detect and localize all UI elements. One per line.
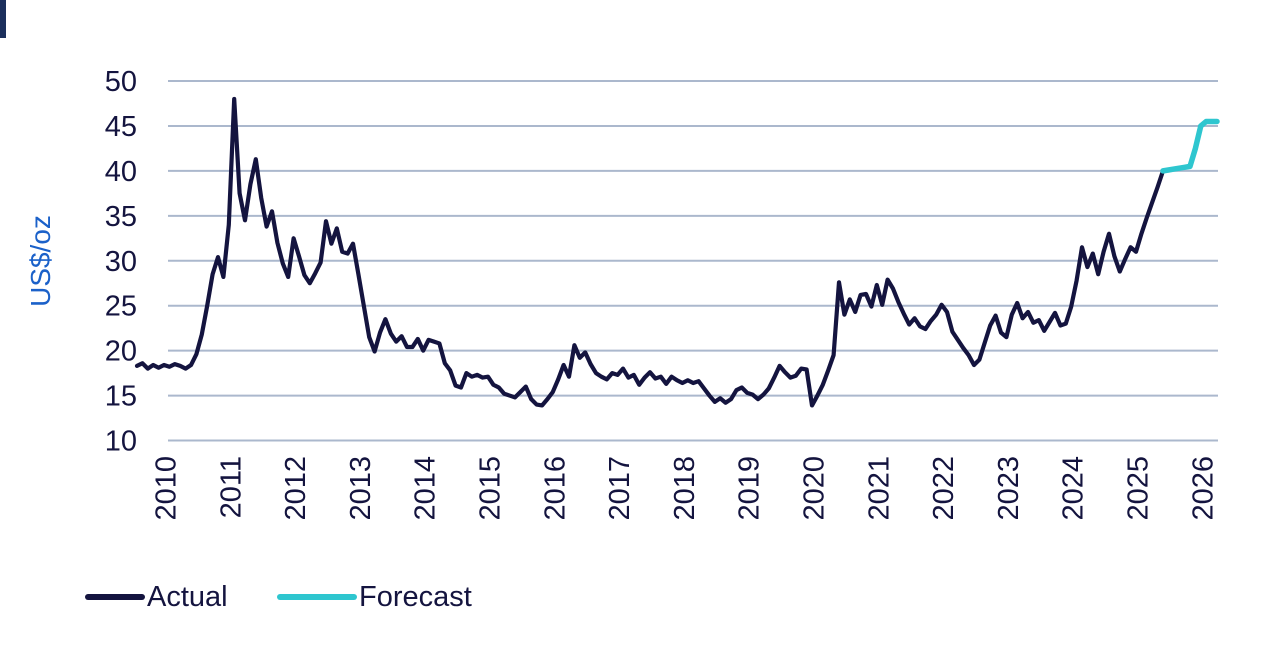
gridlines bbox=[168, 80, 1218, 442]
x-tick-label-2013: 2013 bbox=[345, 456, 377, 521]
x-tick-label-2012: 2012 bbox=[280, 456, 312, 521]
chart-legend: Actual Forecast bbox=[0, 578, 1280, 622]
decorative-corner-bar bbox=[0, 0, 6, 38]
actual-line-swatch bbox=[85, 594, 145, 600]
x-tick-label-2025: 2025 bbox=[1123, 456, 1155, 521]
x-tick-label-2024: 2024 bbox=[1058, 456, 1090, 521]
forecast-series-line bbox=[1160, 118, 1220, 174]
x-tick-label-2023: 2023 bbox=[993, 456, 1025, 521]
x-tick-label-2022: 2022 bbox=[928, 456, 960, 521]
forecast-line-swatch bbox=[277, 594, 357, 600]
x-tick-label-2026: 2026 bbox=[1187, 456, 1219, 521]
x-tick-label-2011: 2011 bbox=[215, 456, 247, 518]
y-axis-title: US$/oz bbox=[25, 215, 56, 307]
y-tick-label-50: 50 bbox=[105, 66, 137, 98]
x-tick-label-2018: 2018 bbox=[669, 456, 701, 521]
x-tick-label-2021: 2021 bbox=[863, 456, 895, 521]
legend-item-forecast: Forecast bbox=[277, 578, 472, 616]
y-tick-label-25: 25 bbox=[105, 291, 137, 323]
x-tick-label-2015: 2015 bbox=[475, 456, 507, 521]
x-tick-label-2014: 2014 bbox=[410, 456, 442, 521]
x-axis-tick-labels: 2010 2011 2012 2013 2014 2015 2016 2017 2018 2019… bbox=[151, 456, 1220, 521]
y-tick-label-15: 15 bbox=[105, 381, 137, 413]
legend-label-forecast: Forecast bbox=[359, 581, 472, 613]
x-tick-label-2017: 2017 bbox=[604, 456, 636, 521]
actual-series-line bbox=[134, 96, 1166, 408]
y-tick-label-30: 30 bbox=[105, 246, 137, 278]
y-axis-tick-labels: 10 15 20 25 30 35 40 45 50 bbox=[105, 66, 137, 458]
legend-label-actual: Actual bbox=[147, 581, 228, 613]
legend-item-actual: Actual bbox=[85, 578, 228, 616]
y-tick-label-45: 45 bbox=[105, 111, 137, 143]
y-tick-label-20: 20 bbox=[105, 336, 137, 368]
x-tick-label-2010: 2010 bbox=[151, 456, 183, 521]
y-tick-label-35: 35 bbox=[105, 201, 137, 233]
x-tick-label-2019: 2019 bbox=[734, 456, 766, 521]
x-tick-label-2016: 2016 bbox=[539, 456, 571, 521]
x-tick-label-2020: 2020 bbox=[799, 456, 831, 521]
y-tick-label-10: 10 bbox=[105, 426, 137, 458]
y-tick-label-40: 40 bbox=[105, 156, 137, 188]
